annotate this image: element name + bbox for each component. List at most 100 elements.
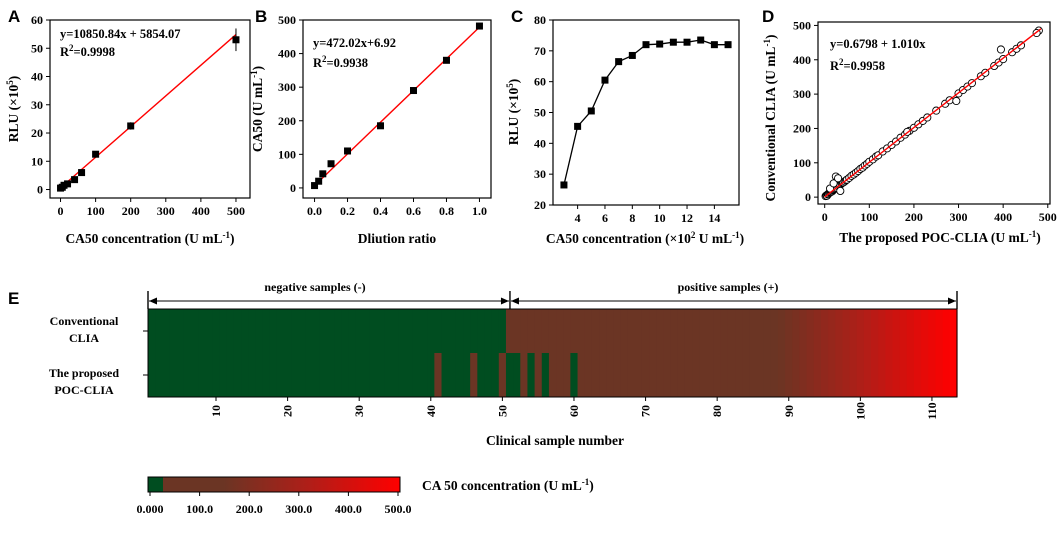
heatmap-cell-poc-87 bbox=[763, 353, 772, 397]
heatmap-cell-poc-53 bbox=[520, 353, 529, 397]
y-tick-label-b-3: 300 bbox=[278, 80, 296, 94]
heatmap-cell-poc-34 bbox=[384, 353, 393, 397]
heatmap-cell-poc-51 bbox=[505, 353, 514, 397]
x-tick-label-a-3: 300 bbox=[157, 204, 175, 218]
x-tick-label-b-0: 0.0 bbox=[307, 204, 322, 218]
heatmap-cell-conventional-32 bbox=[369, 309, 378, 353]
x-tick-label-e-3: 40 bbox=[424, 405, 438, 417]
heatmap-cell-conventional-59 bbox=[563, 309, 571, 353]
heatmap-cell-conventional-106 bbox=[899, 309, 908, 353]
x-tick-label-d-4: 400 bbox=[994, 210, 1012, 224]
ylabel-b: CA50 (U mL-1) bbox=[249, 66, 265, 152]
heatmap-cell-conventional-66 bbox=[613, 309, 622, 353]
heatmap-cell-poc-33 bbox=[377, 353, 385, 397]
heatmap-cell-poc-91 bbox=[792, 353, 801, 397]
x-tick-label-e-10: 110 bbox=[925, 402, 939, 419]
heatmap-cell-conventional-67 bbox=[620, 309, 629, 353]
colorbar-tick-label-2: 200.0 bbox=[236, 502, 263, 516]
colorbar-tick-label-1: 100.0 bbox=[186, 502, 213, 516]
heatmap-cell-conventional-46 bbox=[470, 309, 478, 353]
heatmap-cell-poc-88 bbox=[770, 353, 779, 397]
ylabel-a: RLU (×105) bbox=[5, 76, 21, 143]
heatmap-cell-poc-36 bbox=[398, 353, 407, 397]
heatmap-cell-poc-8 bbox=[198, 353, 206, 397]
heatmap-cell-conventional-34 bbox=[384, 309, 393, 353]
heatmap-cell-conventional-76 bbox=[684, 309, 693, 353]
heatmap-cell-poc-77 bbox=[692, 353, 700, 397]
r2-b: R2=0.9938 bbox=[313, 54, 368, 70]
y-tick-label-d-2: 200 bbox=[793, 121, 811, 135]
panel-c: C 4 6 8 10 12 14 20 30 40 50 60 70 80 CA50 concentra… bbox=[505, 7, 744, 246]
heatmap-cell-conventional-92 bbox=[799, 309, 808, 353]
data-point-a-6 bbox=[92, 150, 100, 158]
heatmap-cell-poc-69 bbox=[634, 353, 643, 397]
heatmap-cell-conventional-9 bbox=[205, 309, 214, 353]
heatmap-cell-conventional-70 bbox=[641, 309, 650, 353]
colorbar-gradient bbox=[147, 476, 401, 493]
heatmap-cell-conventional-73 bbox=[663, 309, 672, 353]
heatmap-cell-poc-10 bbox=[212, 353, 221, 397]
x-tick-label-c-2: 8 bbox=[629, 211, 635, 225]
heatmap-cell-conventional-49 bbox=[491, 309, 500, 353]
heatmap-cell-conventional-7 bbox=[190, 309, 199, 353]
heatmap-cell-conventional-31 bbox=[362, 309, 371, 353]
heatmap-cell-poc-46 bbox=[470, 353, 478, 397]
heatmap-cell-conventional-110 bbox=[928, 309, 937, 353]
heatmap-cell-conventional-35 bbox=[391, 309, 400, 353]
x-tick-label-c-0: 4 bbox=[575, 211, 581, 225]
heatmap-cell-conventional-63 bbox=[591, 309, 600, 353]
colorbar: 0.000 100.0 200.0 300.0 400.0 500.0 bbox=[137, 476, 412, 516]
heatmap-cell-poc-17 bbox=[262, 353, 271, 397]
x-tick-label-e-1: 20 bbox=[281, 405, 295, 417]
data-point-b-0 bbox=[311, 182, 319, 190]
heatmap-cell-conventional-71 bbox=[649, 309, 657, 353]
x-tick-label-b-5: 1.0 bbox=[472, 204, 487, 218]
heatmap-cell-poc-60 bbox=[570, 353, 579, 397]
panel-b: B 0.0 0.2 0.4 0.6 0.8 1.0 0 100 200 300 400 500 y=4… bbox=[249, 7, 492, 246]
heatmap-cell-conventional-6 bbox=[183, 309, 192, 353]
heatmap-cell-poc-39 bbox=[420, 353, 428, 397]
heatmap-cell-conventional-44 bbox=[455, 309, 464, 353]
heatmap-cell-poc-82 bbox=[727, 353, 736, 397]
y-tick-label-b-4: 400 bbox=[278, 47, 296, 61]
heatmap-cell-conventional-105 bbox=[892, 309, 901, 353]
heatmap-cell-poc-90 bbox=[785, 353, 793, 397]
r2-d: R2=0.9958 bbox=[830, 57, 885, 73]
negative-arrow-left bbox=[149, 297, 157, 305]
heatmap-cell-poc-89 bbox=[778, 353, 786, 397]
heatmap-cell-conventional-93 bbox=[806, 309, 815, 353]
heatmap-cell-poc-84 bbox=[742, 353, 750, 397]
data-point-c-4 bbox=[615, 58, 623, 66]
heatmap-cell-conventional-56 bbox=[541, 309, 550, 353]
y-tick-label-c-5: 70 bbox=[534, 44, 546, 58]
heatmap-cell-conventional-82 bbox=[727, 309, 736, 353]
heatmap-cell-conventional-94 bbox=[813, 309, 822, 353]
heatmap-cell-conventional-65 bbox=[606, 309, 614, 353]
heatmap-cell-poc-6 bbox=[183, 353, 192, 397]
heatmap-cell-conventional-54 bbox=[527, 309, 536, 353]
heatmap-cell-poc-45 bbox=[463, 353, 471, 397]
heatmap-cell-poc-2 bbox=[155, 353, 163, 397]
data-point-a-3 bbox=[64, 180, 72, 188]
data-point-b-6 bbox=[409, 87, 417, 95]
heatmap-cell-poc-86 bbox=[756, 353, 765, 397]
heatmap-cell-poc-104 bbox=[885, 353, 894, 397]
heatmap-cell-poc-20 bbox=[284, 353, 292, 397]
x-tick-label-a-0: 0 bbox=[58, 204, 64, 218]
heatmap-cell-conventional-18 bbox=[269, 309, 278, 353]
y-tick-label-c-4: 60 bbox=[534, 75, 546, 89]
heatmap-cell-conventional-81 bbox=[720, 309, 729, 353]
heatmap-cell-conventional-17 bbox=[262, 309, 271, 353]
heatmap-cell-conventional-50 bbox=[498, 309, 507, 353]
heatmap-cell-poc-100 bbox=[856, 353, 865, 397]
y-tick-label-b-1: 100 bbox=[278, 147, 296, 161]
heatmap-cell-conventional-13 bbox=[233, 309, 242, 353]
heatmap-cell-poc-38 bbox=[412, 353, 421, 397]
heatmap-cell-conventional-33 bbox=[377, 309, 385, 353]
heatmap-cell-poc-62 bbox=[584, 353, 593, 397]
data-point-c-3 bbox=[601, 76, 609, 84]
heatmap-cell-poc-50 bbox=[498, 353, 507, 397]
data-point-d-69 bbox=[834, 174, 843, 183]
row-label-conventional-1: Conventional bbox=[50, 314, 119, 328]
heatmap-cell-poc-110 bbox=[928, 353, 937, 397]
